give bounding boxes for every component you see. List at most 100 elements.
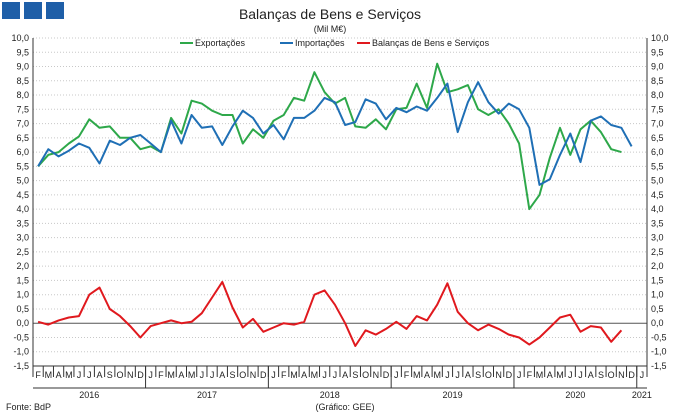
y-tick-label: 3,0	[651, 233, 664, 243]
series-line	[37, 81, 633, 186]
y-tick-label: 0,0	[651, 318, 664, 328]
x-tick-label: O	[116, 370, 123, 380]
x-tick-label: J	[87, 370, 92, 380]
x-tick-label: J	[200, 370, 205, 380]
y-tick-label: -1,0	[13, 347, 29, 357]
x-tick-label: A	[97, 370, 103, 380]
x-tick-label: J	[394, 370, 399, 380]
x-tick-label: M	[65, 370, 73, 380]
x-tick-label: F	[35, 370, 41, 380]
x-tick-label: O	[239, 370, 246, 380]
x-tick-label: A	[465, 370, 471, 380]
chart-legend: Exportações Importações Balanças de Bens e…	[180, 38, 490, 48]
y-tick-label: 3,5	[16, 218, 29, 228]
x-tick-label: A	[547, 370, 553, 380]
y-tick-label: 9,0	[651, 62, 664, 72]
y-tick-label: 7,0	[16, 119, 29, 129]
year-label: 2017	[197, 390, 217, 400]
y-tick-label: 0,0	[16, 318, 29, 328]
y-tick-label: 9,0	[16, 62, 29, 72]
x-tick-label: S	[352, 370, 358, 380]
x-tick-label: S	[230, 370, 236, 380]
x-tick-label: M	[536, 370, 544, 380]
y-tick-label: 8,0	[651, 90, 664, 100]
y-tick-label: 5,0	[16, 176, 29, 186]
y-tick-label: 6,0	[16, 147, 29, 157]
x-tick-label: N	[250, 370, 257, 380]
y-tick-label: 7,5	[16, 104, 29, 114]
x-tick-label: J	[210, 370, 215, 380]
x-tick-label: J	[271, 370, 276, 380]
y-tick-label: 2,0	[16, 261, 29, 271]
legend-label: Importações	[295, 38, 345, 48]
y-tick-label: 5,0	[651, 176, 664, 186]
x-tick-label: D	[506, 370, 513, 380]
logo-square	[2, 2, 20, 19]
x-tick-label: J	[445, 370, 450, 380]
y-tick-label: 2,0	[651, 261, 664, 271]
x-tick-label: F	[404, 370, 410, 380]
y-tick-label: 1,5	[16, 275, 29, 285]
x-tick-label: M	[167, 370, 175, 380]
x-tick-label: D	[383, 370, 390, 380]
y-tick-label: 10,0	[651, 33, 669, 43]
y-tick-label: 4,0	[16, 204, 29, 214]
year-label: 2018	[320, 390, 340, 400]
logo-square	[46, 2, 64, 19]
y-tick-label: 8,5	[651, 76, 664, 86]
x-tick-label: A	[342, 370, 348, 380]
x-tick-label: J	[578, 370, 583, 380]
x-tick-label: M	[433, 370, 441, 380]
x-tick-label: F	[158, 370, 164, 380]
y-tick-label: 8,5	[16, 76, 29, 86]
x-tick-label: N	[618, 370, 625, 380]
y-tick-label: 2,5	[16, 247, 29, 257]
x-tick-label: A	[178, 370, 184, 380]
x-tick-label: J	[77, 370, 82, 380]
x-tick-label: S	[598, 370, 604, 380]
y-tick-label: 0,5	[651, 304, 664, 314]
y-tick-label: -0,5	[651, 332, 667, 342]
chart-series	[37, 62, 633, 347]
source-note: Fonte: BdP	[6, 402, 51, 412]
x-tick-label: J	[640, 370, 645, 380]
legend-label: Exportações	[195, 38, 246, 48]
x-tick-label: M	[45, 370, 53, 380]
y-tick-label: -0,5	[13, 332, 29, 342]
x-tick-label: D	[260, 370, 267, 380]
legend-label: Balanças de Bens e Serviços	[372, 38, 490, 48]
x-tick-label: J	[517, 370, 522, 380]
y-tick-label: 5,5	[16, 161, 29, 171]
x-tick-label: F	[527, 370, 533, 380]
x-tick-label: J	[333, 370, 338, 380]
year-label: 2021	[632, 390, 652, 400]
y-tick-label: 9,5	[651, 47, 664, 57]
x-tick-label: M	[413, 370, 421, 380]
y-tick-label: 6,5	[16, 133, 29, 143]
x-tick-label: A	[219, 370, 225, 380]
y-tick-label: 6,5	[651, 133, 664, 143]
x-tick-label: S	[475, 370, 481, 380]
x-tick-label: A	[56, 370, 62, 380]
gee-logo-icon	[2, 2, 64, 19]
x-tick-label: M	[311, 370, 319, 380]
y-tick-label: 1,5	[651, 275, 664, 285]
series-line	[37, 280, 623, 347]
x-tick-label: A	[424, 370, 430, 380]
x-tick-label: M	[556, 370, 564, 380]
y-tick-label: -1,5	[651, 361, 667, 371]
x-tick-label: J	[455, 370, 460, 380]
year-label: 2016	[79, 390, 99, 400]
year-label: 2019	[443, 390, 463, 400]
x-tick-label: M	[188, 370, 196, 380]
y-tick-label: 8,0	[16, 90, 29, 100]
x-tick-label: N	[373, 370, 380, 380]
year-label: 2020	[565, 390, 585, 400]
x-tick-label: A	[301, 370, 307, 380]
y-tick-label: 6,0	[651, 147, 664, 157]
chart-grid	[32, 37, 648, 367]
x-tick-label: O	[362, 370, 369, 380]
y-axis-right: 10,0 9,5 9,0 8,5 8,0 7,5 7,0 6,5 6,0 5,5 5,0 4,5 4,0…	[651, 33, 669, 371]
